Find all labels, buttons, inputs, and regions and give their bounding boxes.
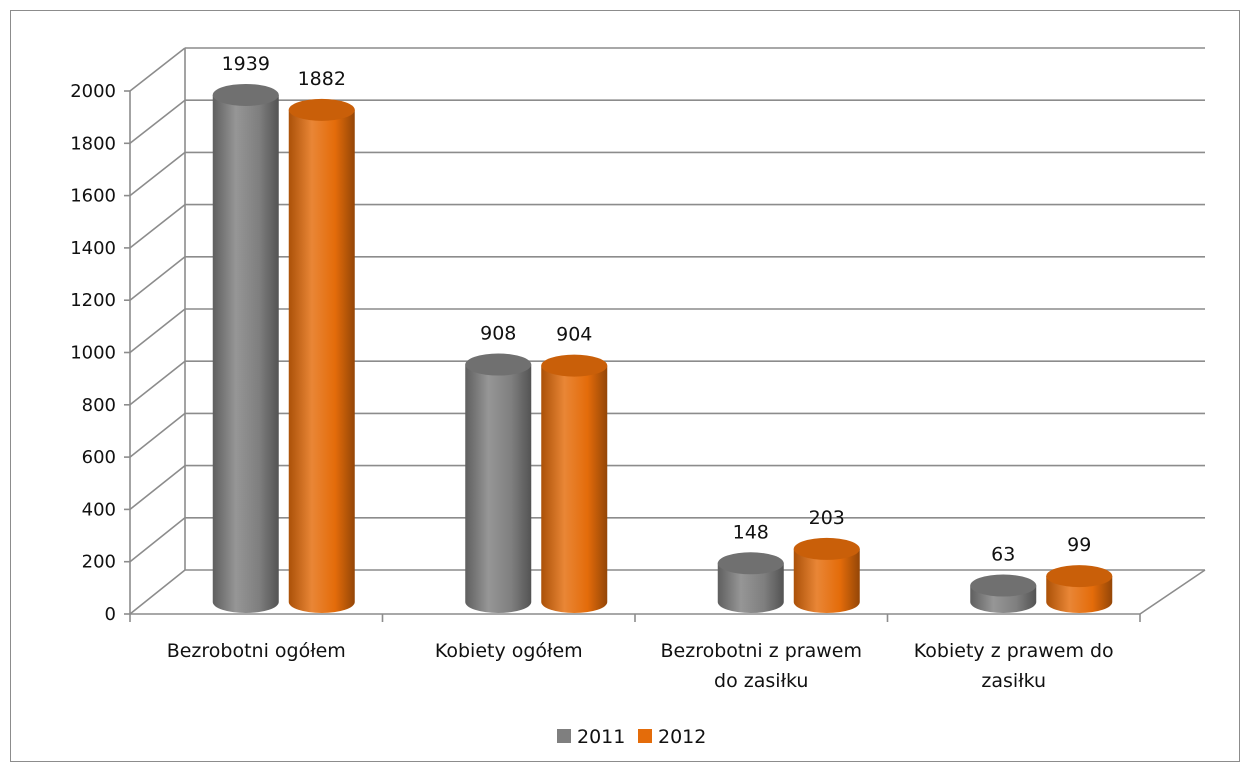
gridline-diagonal bbox=[129, 517, 186, 563]
gridline-diagonal bbox=[129, 256, 186, 301]
y-tick-label: 2000 bbox=[70, 81, 116, 102]
bar-2012-3 bbox=[1046, 565, 1113, 614]
y-tick-label: 1000 bbox=[70, 343, 116, 364]
x-axis-ticks: Bezrobotni ogółem Kobiety ogółem Bezrobotn… bbox=[129, 614, 1141, 692]
bar-top bbox=[970, 574, 1037, 597]
gridline-diagonal bbox=[129, 464, 186, 511]
y-axis-ticks: 0 200 400 600 800 1000 1200 1400 1600 1800 2000 bbox=[70, 81, 130, 625]
bar-2011-0 bbox=[212, 83, 279, 614]
gridline-diagonal bbox=[129, 569, 186, 615]
data-label: 1882 bbox=[298, 68, 346, 90]
legend-item-2011: 2011 bbox=[557, 726, 625, 748]
bar-2012-2 bbox=[793, 537, 860, 614]
y-tick-label: 1200 bbox=[70, 290, 116, 311]
bar-2011-1 bbox=[465, 353, 532, 614]
bar-2012-0 bbox=[288, 98, 355, 614]
data-label: 148 bbox=[733, 521, 769, 543]
legend-swatch bbox=[638, 729, 652, 743]
data-label: 63 bbox=[991, 544, 1015, 566]
y-tick-label: 400 bbox=[82, 499, 116, 520]
bar-2012-1 bbox=[541, 354, 608, 614]
bar-body bbox=[465, 364, 532, 614]
x-tick-label: zasiłku bbox=[981, 670, 1046, 692]
bar-top bbox=[717, 552, 784, 575]
y-tick-label: 800 bbox=[82, 395, 116, 416]
legend-swatch bbox=[557, 729, 571, 743]
floor-edge bbox=[1139, 569, 1206, 615]
bar-body bbox=[288, 109, 355, 614]
y-tick-label: 600 bbox=[82, 447, 116, 468]
legend-label: 2011 bbox=[577, 726, 625, 748]
bar-body bbox=[212, 94, 279, 614]
bar-2011-2 bbox=[717, 552, 784, 614]
bar-top bbox=[793, 537, 860, 560]
data-label: 99 bbox=[1067, 534, 1091, 556]
y-tick-label: 1800 bbox=[70, 133, 116, 154]
gridline-diagonal bbox=[129, 360, 186, 406]
gridlines bbox=[129, 47, 1205, 615]
bar-top bbox=[541, 354, 608, 377]
bars: 1939 1882 908 904 148 203 63 99 bbox=[212, 53, 1113, 614]
gridline-diagonal bbox=[129, 412, 186, 458]
x-tick-label: do zasiłku bbox=[714, 670, 808, 692]
y-tick-label: 200 bbox=[82, 552, 116, 573]
x-tick-label: Bezrobotni z prawem bbox=[661, 640, 862, 662]
data-label: 904 bbox=[556, 324, 592, 346]
legend: 2011 2012 bbox=[557, 726, 706, 748]
data-label: 203 bbox=[809, 507, 845, 529]
data-label: 908 bbox=[480, 323, 516, 345]
bar-top bbox=[1046, 565, 1113, 588]
x-tick-label: Kobiety z prawem do bbox=[914, 640, 1114, 662]
legend-item-2012: 2012 bbox=[638, 726, 706, 748]
x-tick-label: Kobiety ogółem bbox=[435, 640, 583, 662]
y-tick-label: 1600 bbox=[70, 186, 116, 207]
bar-top bbox=[465, 353, 532, 376]
bar-body bbox=[793, 548, 860, 614]
bar-body bbox=[541, 365, 608, 614]
y-tick-label: 1400 bbox=[70, 238, 116, 259]
gridline-diagonal bbox=[129, 308, 186, 354]
gridline-diagonal bbox=[129, 151, 186, 197]
bar-body bbox=[717, 563, 784, 614]
gridline-diagonal bbox=[129, 99, 186, 144]
bar-2011-3 bbox=[970, 574, 1037, 614]
x-tick-label: Bezrobotni ogółem bbox=[167, 640, 346, 662]
data-label: 1939 bbox=[222, 53, 270, 75]
legend-label: 2012 bbox=[658, 726, 706, 748]
gridline-diagonal bbox=[129, 203, 186, 249]
gridline-diagonal bbox=[129, 47, 186, 92]
bar-top bbox=[212, 83, 279, 106]
bar-top bbox=[288, 98, 355, 121]
y-tick-label: 0 bbox=[105, 604, 116, 625]
